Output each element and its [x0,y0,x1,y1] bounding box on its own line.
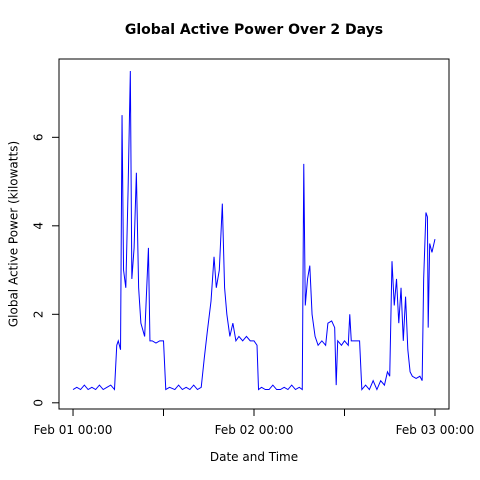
y-tick-label: 2 [32,310,46,318]
y-tick-label: 0 [32,399,46,407]
x-tick-label: Feb 02 00:00 [215,423,294,437]
x-tick-label: Feb 01 00:00 [34,423,113,437]
x-axis-label: Date and Time [210,450,298,464]
chart-title: Global Active Power Over 2 Days [125,22,383,38]
y-tick-label: 6 [32,133,46,141]
y-axis-label: Global Active Power (kilowatts) [7,141,21,327]
y-tick-label: 4 [32,222,46,230]
data-line [72,70,436,391]
x-tick-label: Feb 03 00:00 [396,423,475,437]
